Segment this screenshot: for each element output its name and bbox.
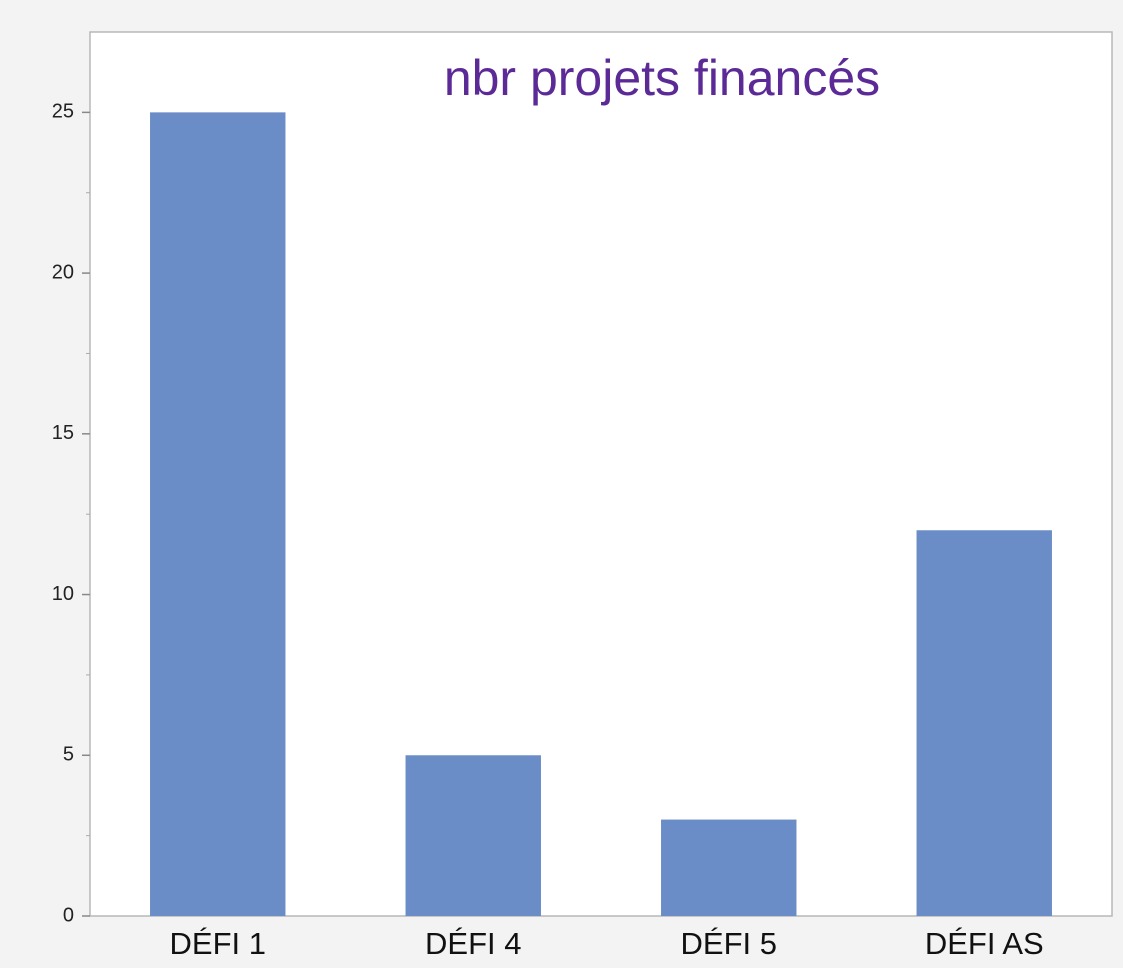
bar	[916, 530, 1052, 916]
y-tick-label: 15	[52, 422, 74, 444]
y-tick-label: 10	[52, 583, 74, 605]
bar	[661, 819, 797, 916]
x-tick-label: DÉFI 1	[170, 926, 266, 961]
bar	[405, 755, 541, 916]
x-tick-label: DÉFI 4	[425, 926, 521, 961]
chart-title: nbr projets financés	[444, 50, 880, 106]
y-tick-label: 5	[63, 744, 74, 766]
y-tick-label: 25	[52, 101, 74, 123]
bar	[150, 112, 286, 916]
x-tick-label: DÉFI AS	[925, 926, 1044, 961]
y-tick-label: 0	[63, 904, 74, 926]
y-tick-label: 20	[52, 261, 74, 283]
x-tick-label: DÉFI 5	[681, 926, 777, 961]
